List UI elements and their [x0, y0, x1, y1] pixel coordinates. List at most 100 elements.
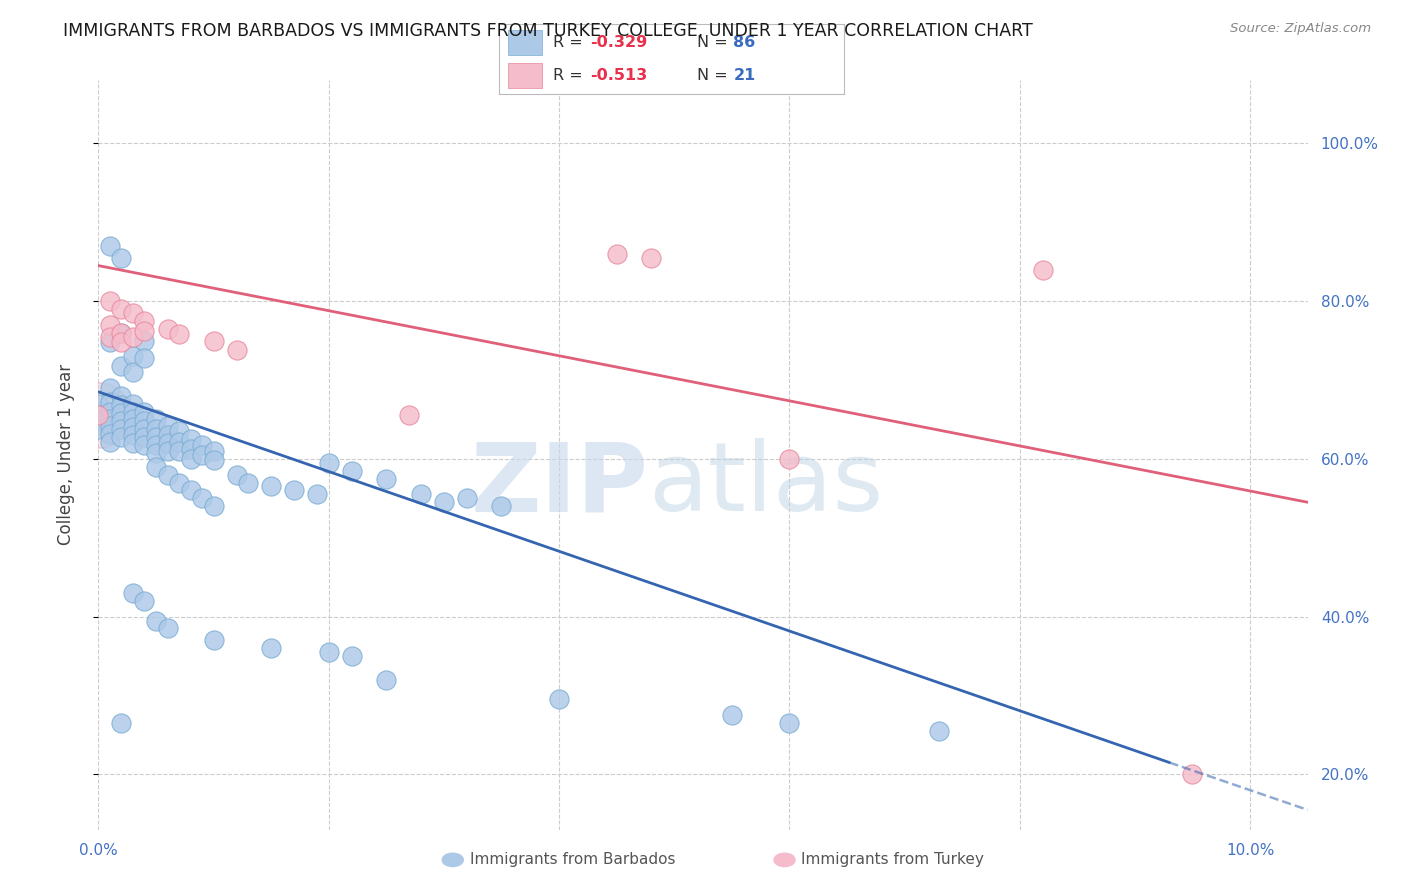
Point [145, 438, 167, 452]
Point [98, 426, 121, 441]
Point [156, 428, 179, 442]
Point [1181, 767, 1204, 781]
Point [110, 301, 132, 316]
Point [145, 445, 167, 459]
Point [180, 442, 202, 457]
Point [87, 397, 110, 411]
Point [98, 381, 121, 395]
Text: N =: N = [697, 68, 733, 83]
Point [122, 586, 145, 600]
Text: R =: R = [553, 68, 588, 83]
Point [1032, 262, 1054, 277]
Point [318, 645, 340, 659]
Point [98, 318, 121, 332]
Point [134, 422, 156, 436]
Point [156, 322, 179, 336]
Point [110, 398, 132, 412]
Point [548, 692, 571, 706]
Point [122, 306, 145, 320]
Point [122, 365, 145, 379]
Point [98, 294, 121, 309]
Point [110, 389, 132, 403]
Point [202, 499, 225, 513]
Point [134, 404, 156, 418]
Point [145, 430, 167, 444]
Point [110, 251, 132, 265]
Point [225, 343, 247, 357]
Point [110, 430, 132, 444]
FancyBboxPatch shape [508, 29, 543, 54]
Text: ZIP: ZIP [471, 438, 648, 532]
Point [433, 495, 456, 509]
Text: Source: ZipAtlas.com: Source: ZipAtlas.com [1230, 22, 1371, 36]
Point [110, 326, 132, 340]
Point [98, 329, 121, 343]
Point [122, 329, 145, 343]
Point [156, 436, 179, 450]
Point [145, 459, 167, 474]
Point [87, 409, 110, 423]
Point [202, 444, 225, 458]
Point [87, 409, 110, 423]
Point [156, 467, 179, 482]
Point [134, 414, 156, 428]
Text: Immigrants from Turkey: Immigrants from Turkey [801, 852, 984, 867]
Point [98, 418, 121, 433]
Point [398, 409, 420, 423]
Point [225, 467, 247, 482]
Point [87, 409, 110, 423]
Point [318, 456, 340, 470]
Point [134, 351, 156, 365]
Point [87, 414, 110, 428]
Text: -0.513: -0.513 [591, 68, 648, 83]
Point [456, 491, 478, 506]
Point [202, 633, 225, 648]
Text: N =: N = [697, 35, 733, 50]
Y-axis label: College, Under 1 year: College, Under 1 year [56, 364, 75, 546]
Point [122, 349, 145, 363]
Point [98, 434, 121, 449]
Point [606, 247, 628, 261]
Point [720, 708, 742, 723]
Point [260, 479, 283, 493]
Text: 86: 86 [734, 35, 755, 50]
Point [491, 499, 513, 513]
Point [98, 239, 121, 253]
Point [122, 428, 145, 442]
Point [180, 451, 202, 466]
Text: 21: 21 [734, 68, 755, 83]
Text: R =: R = [553, 35, 588, 50]
Point [110, 335, 132, 350]
Text: -0.329: -0.329 [591, 35, 648, 50]
Point [122, 412, 145, 426]
Point [145, 422, 167, 436]
Point [191, 438, 214, 452]
Point [145, 412, 167, 426]
Point [260, 641, 283, 656]
Point [307, 487, 329, 501]
FancyBboxPatch shape [508, 63, 543, 88]
Point [640, 251, 662, 265]
Point [167, 434, 190, 449]
Point [134, 594, 156, 608]
Point [928, 723, 950, 738]
Text: Immigrants from Barbados: Immigrants from Barbados [470, 852, 675, 867]
Point [156, 418, 179, 433]
Point [98, 335, 121, 350]
Point [156, 444, 179, 458]
Point [134, 324, 156, 338]
Text: IMMIGRANTS FROM BARBADOS VS IMMIGRANTS FROM TURKEY COLLEGE, UNDER 1 YEAR CORRELA: IMMIGRANTS FROM BARBADOS VS IMMIGRANTS F… [63, 22, 1033, 40]
Point [167, 475, 190, 490]
Point [122, 397, 145, 411]
Point [145, 614, 167, 628]
Point [156, 622, 179, 636]
Point [98, 404, 121, 418]
Point [110, 406, 132, 420]
Point [98, 412, 121, 426]
Point [110, 359, 132, 373]
Point [191, 448, 214, 462]
Point [122, 436, 145, 450]
Point [180, 483, 202, 498]
Point [778, 716, 800, 731]
Point [134, 438, 156, 452]
